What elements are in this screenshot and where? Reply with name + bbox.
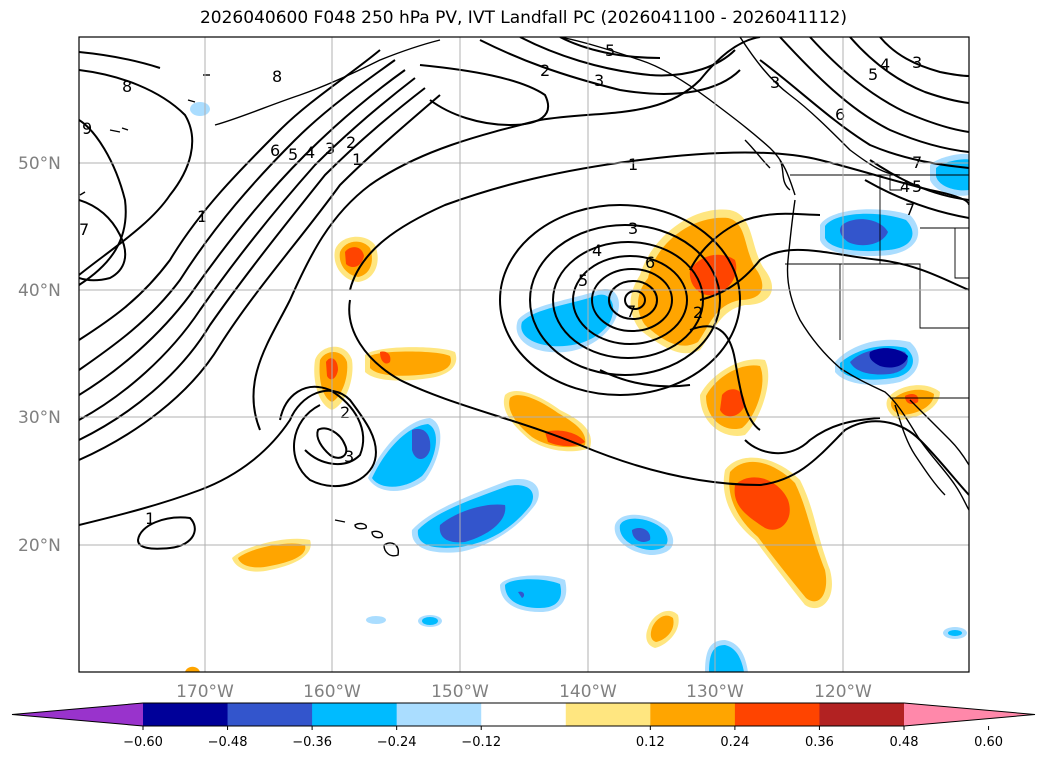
contour-label: 1 bbox=[145, 509, 155, 528]
contour-label: 8 bbox=[272, 67, 282, 86]
coastlines bbox=[79, 37, 969, 557]
colorbar-tick-label: 0.12 bbox=[636, 735, 665, 750]
shaded-anomalies bbox=[185, 102, 969, 672]
map-title: 2026040600 F048 250 hPa PV, IVT Landfall… bbox=[199, 8, 847, 28]
contour-label: 3 bbox=[912, 53, 922, 72]
latitude-labels: 50°N 40°N 30°N 20°N bbox=[18, 154, 61, 556]
contour-label: 3 bbox=[594, 71, 604, 90]
contour-label: 2 bbox=[346, 133, 356, 152]
colorbar-tick-label: −0.12 bbox=[461, 735, 501, 750]
colorbar-segment bbox=[143, 703, 229, 726]
contour-label: 5 bbox=[288, 145, 298, 164]
contour-label: 3 bbox=[770, 73, 780, 92]
contour-label: 2 bbox=[693, 303, 703, 322]
contour-label: 9 bbox=[82, 119, 92, 138]
colorbar-segment bbox=[650, 703, 736, 726]
colorbar-tick-label: −0.60 bbox=[123, 735, 163, 750]
lon-label-130w: 130°W bbox=[686, 682, 744, 702]
lon-label-140w: 140°W bbox=[559, 682, 617, 702]
contour-labels: 8 9 6 5 4 3 2 1 7 2 3 1 3 4 5 6 7 2 2 3 … bbox=[79, 41, 922, 528]
contour-label: 4 bbox=[900, 177, 910, 196]
colorbar-tick-label: 0.24 bbox=[720, 735, 749, 750]
contour-label: 2 bbox=[340, 403, 350, 422]
contour-label: 7 bbox=[905, 200, 915, 219]
contour-label: 6 bbox=[645, 253, 655, 272]
contour-label: 3 bbox=[325, 139, 335, 158]
gridlines bbox=[79, 37, 969, 672]
contour-label: 5 bbox=[605, 41, 615, 60]
contour-label: 1 bbox=[628, 155, 638, 174]
contour-label: 5 bbox=[868, 65, 878, 84]
political-borders bbox=[785, 174, 969, 399]
contour-label: 6 bbox=[835, 105, 845, 124]
contour-label: 5 bbox=[912, 177, 922, 196]
colorbar-segment bbox=[396, 703, 482, 726]
contour-label: 4 bbox=[880, 55, 890, 74]
contour-label: 5 bbox=[578, 271, 588, 290]
lon-label-160w: 160°W bbox=[303, 682, 361, 702]
contour-label: 7 bbox=[79, 220, 89, 239]
colorbar-tick-label: 0.48 bbox=[890, 735, 919, 750]
colorbar-tick-label: −0.36 bbox=[292, 735, 332, 750]
contour-label: 1 bbox=[197, 207, 207, 226]
colorbar-segment bbox=[734, 703, 820, 726]
lon-label-120w: 120°W bbox=[814, 682, 872, 702]
colorbar-tick-label: −0.48 bbox=[208, 735, 248, 750]
contour-label: 3 bbox=[344, 447, 354, 466]
contour-label: 2 bbox=[540, 61, 550, 80]
colorbar-extend-high bbox=[904, 703, 1035, 726]
colorbar-segment bbox=[819, 703, 905, 726]
colorbar-tick-label: 0.36 bbox=[805, 735, 834, 750]
pv-contours bbox=[79, 37, 969, 550]
map-frame bbox=[78, 36, 970, 673]
lon-label-150w: 150°W bbox=[431, 682, 489, 702]
contour-label: 8 bbox=[122, 77, 132, 96]
longitude-labels: 170°W 160°W 150°W 140°W 130°W 120°W bbox=[176, 682, 872, 702]
lat-label-40n: 40°N bbox=[18, 281, 61, 301]
colorbar-segment bbox=[227, 703, 313, 726]
lat-label-50n: 50°N bbox=[18, 154, 61, 174]
contour-label: 1 bbox=[352, 150, 362, 169]
contour-label: 3 bbox=[628, 219, 638, 238]
contour-label: 4 bbox=[592, 241, 602, 260]
colorbar-segment bbox=[565, 703, 651, 726]
colorbar-segment bbox=[312, 703, 398, 726]
colorbar-tick-label: −0.24 bbox=[377, 735, 417, 750]
contour-label: 7 bbox=[626, 302, 636, 321]
colorbar-segment bbox=[481, 703, 567, 726]
lat-label-30n: 30°N bbox=[18, 408, 61, 428]
colorbar-extend-low bbox=[12, 703, 143, 726]
contour-label: 6 bbox=[270, 141, 280, 160]
lon-label-170w: 170°W bbox=[176, 682, 234, 702]
colorbar: −0.60 −0.48 −0.36 −0.24 −0.12 0.12 0.24 0.36 0.4… bbox=[11, 702, 1036, 750]
lat-label-20n: 20°N bbox=[18, 536, 61, 556]
colorbar-tick-label: 0.60 bbox=[974, 735, 1003, 750]
contour-label: 4 bbox=[305, 143, 315, 162]
